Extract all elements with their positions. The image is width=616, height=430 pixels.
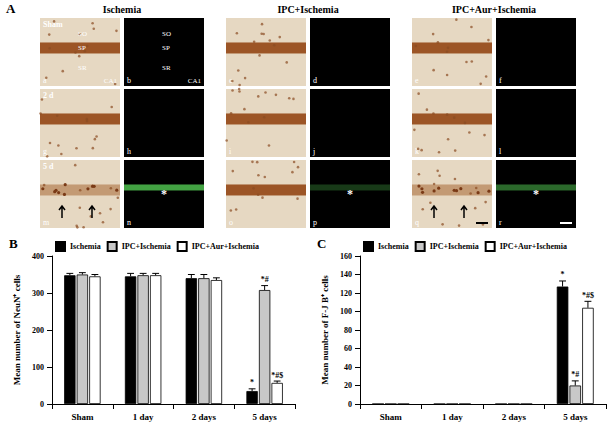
svg-text:Ischemia: Ischemia bbox=[70, 242, 101, 251]
svg-text:80: 80 bbox=[344, 326, 352, 335]
svg-text:SP: SP bbox=[78, 44, 86, 52]
svg-text:20: 20 bbox=[344, 381, 352, 390]
svg-text:*#: *# bbox=[261, 275, 269, 284]
svg-text:IPC+Ischemia: IPC+Ischemia bbox=[430, 242, 479, 251]
svg-text:j: j bbox=[312, 147, 315, 156]
svg-text:400: 400 bbox=[32, 252, 44, 261]
svg-text:IPC+Aur+Ischemia: IPC+Aur+Ischemia bbox=[452, 4, 536, 15]
svg-text:IPC+Aur+Ischemia: IPC+Aur+Ischemia bbox=[192, 242, 259, 251]
svg-text:40: 40 bbox=[344, 363, 352, 372]
svg-text:k: k bbox=[415, 147, 419, 156]
svg-text:SR: SR bbox=[162, 64, 171, 72]
svg-text:160: 160 bbox=[340, 252, 352, 261]
svg-text:g: g bbox=[43, 147, 47, 156]
svg-text:Ischemia: Ischemia bbox=[103, 4, 141, 15]
svg-text:120: 120 bbox=[340, 289, 352, 298]
svg-text:*: * bbox=[533, 187, 539, 201]
svg-text:*: * bbox=[161, 187, 167, 201]
svg-text:*: * bbox=[347, 187, 353, 201]
svg-text:Sham: Sham bbox=[71, 412, 94, 422]
svg-text:e: e bbox=[415, 76, 419, 85]
svg-text:300: 300 bbox=[32, 289, 44, 298]
svg-text:*#$: *#$ bbox=[271, 371, 283, 380]
svg-text:*#$: *#$ bbox=[582, 291, 594, 300]
svg-text:IPC+Ischemia: IPC+Ischemia bbox=[277, 4, 338, 15]
svg-text:h: h bbox=[127, 147, 131, 156]
svg-text:p: p bbox=[313, 218, 317, 227]
svg-text:a: a bbox=[43, 76, 47, 85]
svg-text:CA1: CA1 bbox=[188, 77, 202, 85]
svg-text:Mean number of NeuN⁺ cells: Mean number of NeuN⁺ cells bbox=[12, 274, 22, 385]
svg-text:SP: SP bbox=[162, 44, 170, 52]
svg-text:140: 140 bbox=[340, 270, 352, 279]
svg-text:*#: *# bbox=[571, 370, 579, 379]
svg-text:i: i bbox=[229, 147, 232, 156]
svg-text:*: * bbox=[250, 378, 254, 387]
svg-text:Ischemia: Ischemia bbox=[378, 242, 409, 251]
svg-text:C: C bbox=[317, 236, 326, 251]
svg-text:f: f bbox=[499, 76, 502, 85]
svg-text:o: o bbox=[229, 218, 233, 227]
svg-text:200: 200 bbox=[32, 326, 44, 335]
svg-text:100: 100 bbox=[340, 307, 352, 316]
svg-text:l: l bbox=[499, 147, 502, 156]
svg-text:b: b bbox=[127, 76, 131, 85]
svg-text:CA1: CA1 bbox=[104, 77, 118, 85]
svg-text:100: 100 bbox=[32, 363, 44, 372]
svg-text:5 days: 5 days bbox=[252, 412, 277, 422]
svg-text:*: * bbox=[561, 270, 565, 279]
svg-text:1 day: 1 day bbox=[442, 412, 463, 422]
svg-text:Sham: Sham bbox=[380, 412, 403, 422]
svg-text:IPC+Ischemia: IPC+Ischemia bbox=[122, 242, 171, 251]
svg-text:SO: SO bbox=[78, 30, 87, 38]
svg-text:SO: SO bbox=[162, 30, 171, 38]
svg-text:2 days: 2 days bbox=[502, 412, 527, 422]
svg-text:q: q bbox=[415, 218, 419, 227]
svg-text:m: m bbox=[43, 218, 50, 227]
svg-text:r: r bbox=[499, 218, 502, 227]
svg-text:c: c bbox=[229, 76, 233, 85]
svg-text:A: A bbox=[6, 1, 16, 16]
svg-text:1 day: 1 day bbox=[133, 412, 154, 422]
svg-text:2 days: 2 days bbox=[192, 412, 217, 422]
svg-text:Mean number of F-J B⁺ cells: Mean number of F-J B⁺ cells bbox=[320, 275, 330, 385]
svg-text:d: d bbox=[313, 76, 317, 85]
svg-text:SR: SR bbox=[78, 64, 87, 72]
svg-text:5 d: 5 d bbox=[43, 162, 54, 171]
svg-text:2 d: 2 d bbox=[43, 91, 54, 100]
svg-text:Sham: Sham bbox=[43, 20, 63, 29]
svg-text:B: B bbox=[9, 236, 18, 251]
svg-text:0: 0 bbox=[40, 400, 44, 409]
svg-text:5 days: 5 days bbox=[563, 412, 588, 422]
svg-text:60: 60 bbox=[344, 344, 352, 353]
svg-text:0: 0 bbox=[348, 400, 352, 409]
svg-text:n: n bbox=[127, 218, 131, 227]
svg-text:IPC+Aur+Ischemia: IPC+Aur+Ischemia bbox=[500, 242, 567, 251]
